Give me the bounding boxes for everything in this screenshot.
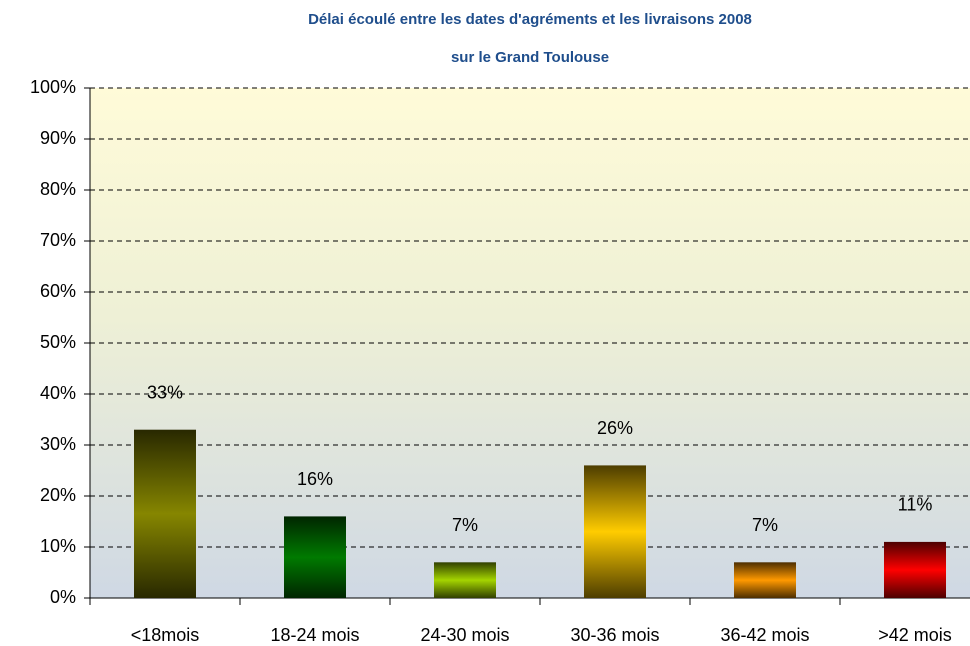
bar	[134, 429, 196, 598]
bar	[734, 562, 796, 598]
chart-title: Délai écoulé entre les dates d'agréments…	[308, 11, 752, 28]
x-tick-label: 24-30 mois	[420, 625, 509, 645]
y-tick-label: 100%	[30, 77, 76, 97]
x-tick-label: 30-36 mois	[570, 625, 659, 645]
value-label: 26%	[597, 418, 633, 438]
bar	[584, 465, 646, 598]
value-label: 7%	[752, 515, 778, 535]
x-tick-label: 36-42 mois	[720, 625, 809, 645]
y-tick-label: 40%	[40, 383, 76, 403]
y-tick-label: 90%	[40, 128, 76, 148]
bar	[284, 516, 346, 598]
chart-title: sur le Grand Toulouse	[451, 49, 609, 66]
bar	[884, 541, 946, 598]
value-label: 33%	[147, 382, 183, 402]
y-tick-label: 20%	[40, 485, 76, 505]
y-tick-label: 60%	[40, 281, 76, 301]
y-tick-label: 50%	[40, 332, 76, 352]
bar	[434, 562, 496, 598]
y-tick-label: 10%	[40, 536, 76, 556]
x-tick-label: >42 mois	[878, 625, 952, 645]
y-tick-label: 0%	[50, 587, 76, 607]
y-tick-label: 30%	[40, 434, 76, 454]
value-label: 7%	[452, 515, 478, 535]
value-label: 16%	[297, 469, 333, 489]
y-tick-label: 70%	[40, 230, 76, 250]
value-label: 11%	[898, 495, 933, 515]
x-tick-label: <18mois	[131, 625, 200, 645]
y-tick-label: 80%	[40, 179, 76, 199]
x-tick-label: 18-24 mois	[270, 625, 359, 645]
